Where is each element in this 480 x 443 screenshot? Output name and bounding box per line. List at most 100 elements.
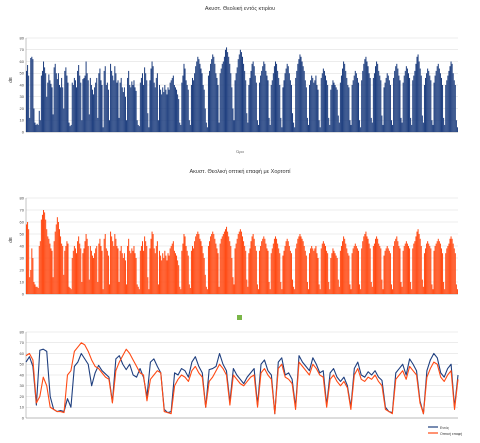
indoor-bar	[245, 80, 247, 132]
line-of-sight-bar	[145, 241, 147, 294]
indoor-bar	[403, 75, 405, 132]
line-of-sight-bar	[369, 248, 371, 294]
indoor-bar	[274, 61, 276, 132]
line-of-sight-bar	[194, 241, 196, 294]
indoor-bar	[154, 87, 156, 132]
indoor-bar	[449, 66, 451, 132]
line-of-sight-bar	[131, 248, 133, 294]
indoor-bar	[443, 117, 445, 132]
indoor-bar	[393, 77, 395, 132]
line-of-sight-bar	[274, 236, 276, 294]
indoor-bar	[57, 73, 59, 132]
indoor-bar	[248, 85, 250, 132]
indoor-bar	[429, 75, 431, 132]
line-of-sight-bar	[253, 238, 255, 294]
indoor-bar	[28, 75, 30, 132]
indoor-bar	[88, 114, 90, 132]
line-of-sight-bar	[262, 238, 264, 294]
indoor-bar	[363, 63, 365, 132]
line-of-sight-bar	[311, 246, 313, 294]
indoor-bar	[388, 80, 390, 132]
line-of-sight-bar	[170, 246, 172, 294]
line-of-sight-ytick-label: 50	[20, 231, 25, 236]
line-of-sight-ytick-label: 70	[20, 207, 25, 212]
line-of-sight-bar	[399, 248, 401, 294]
line-of-sight-bar	[378, 243, 380, 294]
line-of-sight-bar	[45, 219, 47, 294]
line-of-sight-bar	[249, 248, 251, 294]
line-of-sight-bar	[362, 241, 364, 294]
line-of-sight-bar	[438, 241, 440, 294]
indoor-bar	[415, 63, 417, 132]
line-of-sight-bar	[108, 284, 111, 294]
indoor-bar	[60, 87, 62, 132]
indoor-bar	[96, 77, 98, 132]
line-of-sight-bar	[183, 234, 185, 294]
line-of-sight-bar	[102, 289, 104, 294]
indoor-bar	[49, 80, 51, 132]
indoor-bar	[345, 70, 347, 132]
indoor-bar	[105, 85, 107, 132]
indoor-bar	[381, 115, 383, 132]
indoor-bar	[165, 89, 167, 132]
indoor-bar	[35, 124, 37, 132]
indoor-bar	[122, 92, 124, 132]
line-of-sight-bar	[132, 250, 134, 294]
indoor-bar	[340, 75, 342, 132]
indoor-bar	[300, 56, 302, 132]
indoor-bar	[128, 70, 130, 132]
indoor-bar	[292, 113, 294, 132]
line-of-sight-bar	[360, 289, 362, 294]
indoor-bar	[418, 61, 420, 132]
indoor-bar	[170, 80, 172, 132]
line-of-sight-bar	[336, 258, 338, 294]
indoor-bar	[32, 59, 34, 132]
indoor-bar	[191, 77, 194, 132]
line-of-sight-bar	[174, 253, 176, 294]
indoor-bar	[103, 70, 105, 132]
line-of-sight-bar	[423, 253, 425, 294]
line-of-sight-bar	[276, 238, 278, 294]
line-of-sight-bar	[190, 250, 192, 294]
indoor-bar	[379, 75, 381, 132]
indoor-bar	[171, 77, 173, 132]
line-of-sight-bar	[264, 238, 266, 294]
comparison-ytick-label: 60	[20, 351, 25, 356]
indoor-bar	[108, 120, 111, 132]
indoor-bar	[252, 61, 254, 132]
line-of-sight-bar	[284, 246, 286, 294]
indoor-bar	[423, 85, 425, 132]
line-of-sight-bar	[169, 248, 171, 294]
line-of-sight-bar	[436, 241, 438, 294]
line-of-sight-bar	[368, 243, 370, 294]
indoor-bar	[89, 77, 91, 132]
indoor-ytick-label: 60	[20, 59, 25, 64]
line-of-sight-bar	[154, 253, 156, 294]
indoor-bar	[95, 82, 97, 132]
indoor-bar	[428, 70, 430, 132]
indoor-bar	[287, 66, 289, 132]
indoor-bar	[286, 63, 288, 132]
line-of-sight-bar	[137, 286, 139, 294]
line-of-sight-bar	[318, 284, 320, 294]
line-of-sight-bar	[55, 224, 57, 294]
line-of-sight-bar	[51, 250, 53, 294]
line-of-sight-bar	[85, 234, 87, 294]
line-of-sight-bar	[49, 243, 51, 294]
indoor-bar	[166, 94, 168, 132]
legend-line-of-sight-label: Οπτική επαφή	[440, 432, 462, 436]
line-of-sight-bar	[27, 222, 29, 294]
indoor-bar	[135, 90, 137, 132]
indoor-bar	[216, 77, 218, 132]
line-of-sight-ytick-label: 40	[20, 243, 25, 248]
indoor-bar	[27, 65, 29, 132]
line-of-sight-bar	[290, 253, 292, 294]
line-of-sight-bar	[257, 289, 259, 294]
indoor-bar	[420, 75, 422, 132]
line-of-sight-bar	[36, 286, 38, 294]
indoor-bar	[123, 87, 125, 132]
indoor-bar	[141, 73, 143, 132]
indoor-bar	[247, 122, 249, 132]
indoor-bar	[309, 85, 311, 132]
